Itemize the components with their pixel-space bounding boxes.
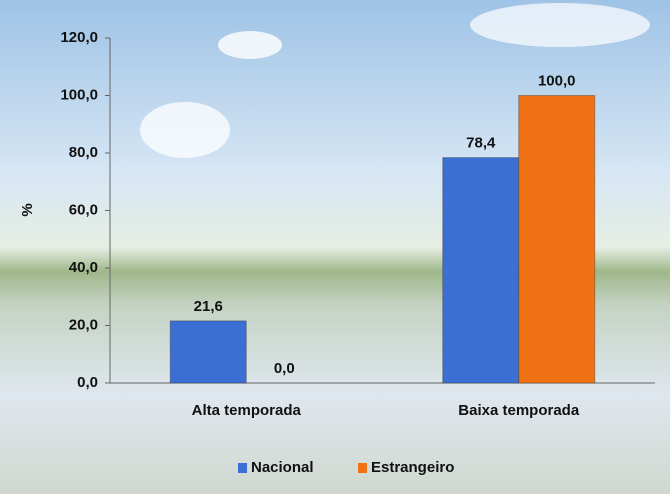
x-tick-label: Baixa temporada	[458, 402, 580, 419]
y-tick-label: 120,0	[60, 29, 98, 46]
bar	[170, 321, 246, 383]
y-tick-label: 0,0	[77, 374, 98, 391]
data-label: 21,6	[194, 298, 223, 315]
bar	[443, 158, 519, 383]
y-tick-label: 20,0	[69, 316, 98, 333]
y-tick-label: 80,0	[69, 144, 98, 161]
x-tick-label: Alta temporada	[192, 402, 302, 419]
bar	[519, 96, 595, 384]
y-axis-label: %	[19, 203, 36, 216]
y-tick-label: 100,0	[60, 86, 98, 103]
chart: % 0,0 20,0 40,0 60,0 80,0 100,0 120,0 Alta temp…	[0, 0, 670, 494]
legend-swatch	[358, 463, 367, 473]
data-label: 0,0	[274, 360, 295, 377]
data-label: 100,0	[538, 72, 576, 89]
cloud	[470, 3, 650, 47]
y-tick-label: 40,0	[69, 259, 98, 276]
legend-label: Estrangeiro	[371, 459, 454, 476]
data-label: 78,4	[466, 135, 496, 152]
cloud	[218, 31, 282, 59]
y-tick-label: 60,0	[69, 201, 98, 218]
cloud	[140, 102, 230, 158]
legend-label: Nacional	[251, 459, 314, 476]
legend-swatch	[238, 463, 247, 473]
